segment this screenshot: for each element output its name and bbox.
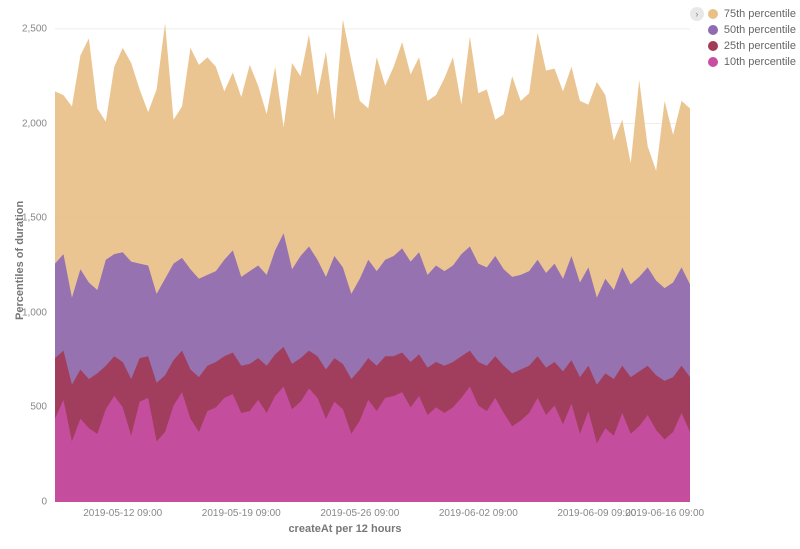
x-tick-label: 2019-05-19 09:00 [202, 508, 281, 519]
chevron-right-icon[interactable]: › [690, 7, 704, 21]
legend-label: 25th percentile [724, 38, 796, 54]
y-tick-label: 1,000 [0, 307, 47, 318]
x-tick-label: 2019-05-26 09:00 [320, 508, 399, 519]
y-tick-label: 2,000 [0, 118, 47, 129]
x-tick-label: 2019-05-12 09:00 [83, 508, 162, 519]
legend-label: 50th percentile [724, 22, 796, 38]
legend-item[interactable]: 50th percentile [708, 22, 796, 38]
legend-item[interactable]: 75th percentile [708, 6, 796, 22]
legend-swatch [708, 9, 718, 19]
chart-root: { "chart": { "type": "area", "width_px":… [0, 0, 800, 549]
legend-label: 75th percentile [724, 6, 796, 22]
y-tick-label: 0 [0, 497, 47, 508]
legend-item[interactable]: 10th percentile [708, 54, 796, 70]
x-axis-label: createAt per 12 hours [0, 523, 690, 535]
y-tick-label: 2,500 [0, 23, 47, 34]
y-tick-label: 500 [0, 402, 47, 413]
legend-swatch [708, 41, 718, 51]
plot-area [55, 10, 690, 502]
legend-swatch [708, 25, 718, 35]
legend-swatch [708, 57, 718, 67]
x-tick-label: 2019-06-16 09:00 [625, 508, 704, 519]
y-tick-label: 1,500 [0, 213, 47, 224]
legend-label: 10th percentile [724, 54, 796, 70]
x-tick-label: 2019-06-02 09:00 [439, 508, 518, 519]
chart-svg [55, 10, 690, 502]
legend-item[interactable]: 25th percentile [708, 38, 796, 54]
legend: › 75th percentile50th percentile25th per… [708, 6, 796, 70]
